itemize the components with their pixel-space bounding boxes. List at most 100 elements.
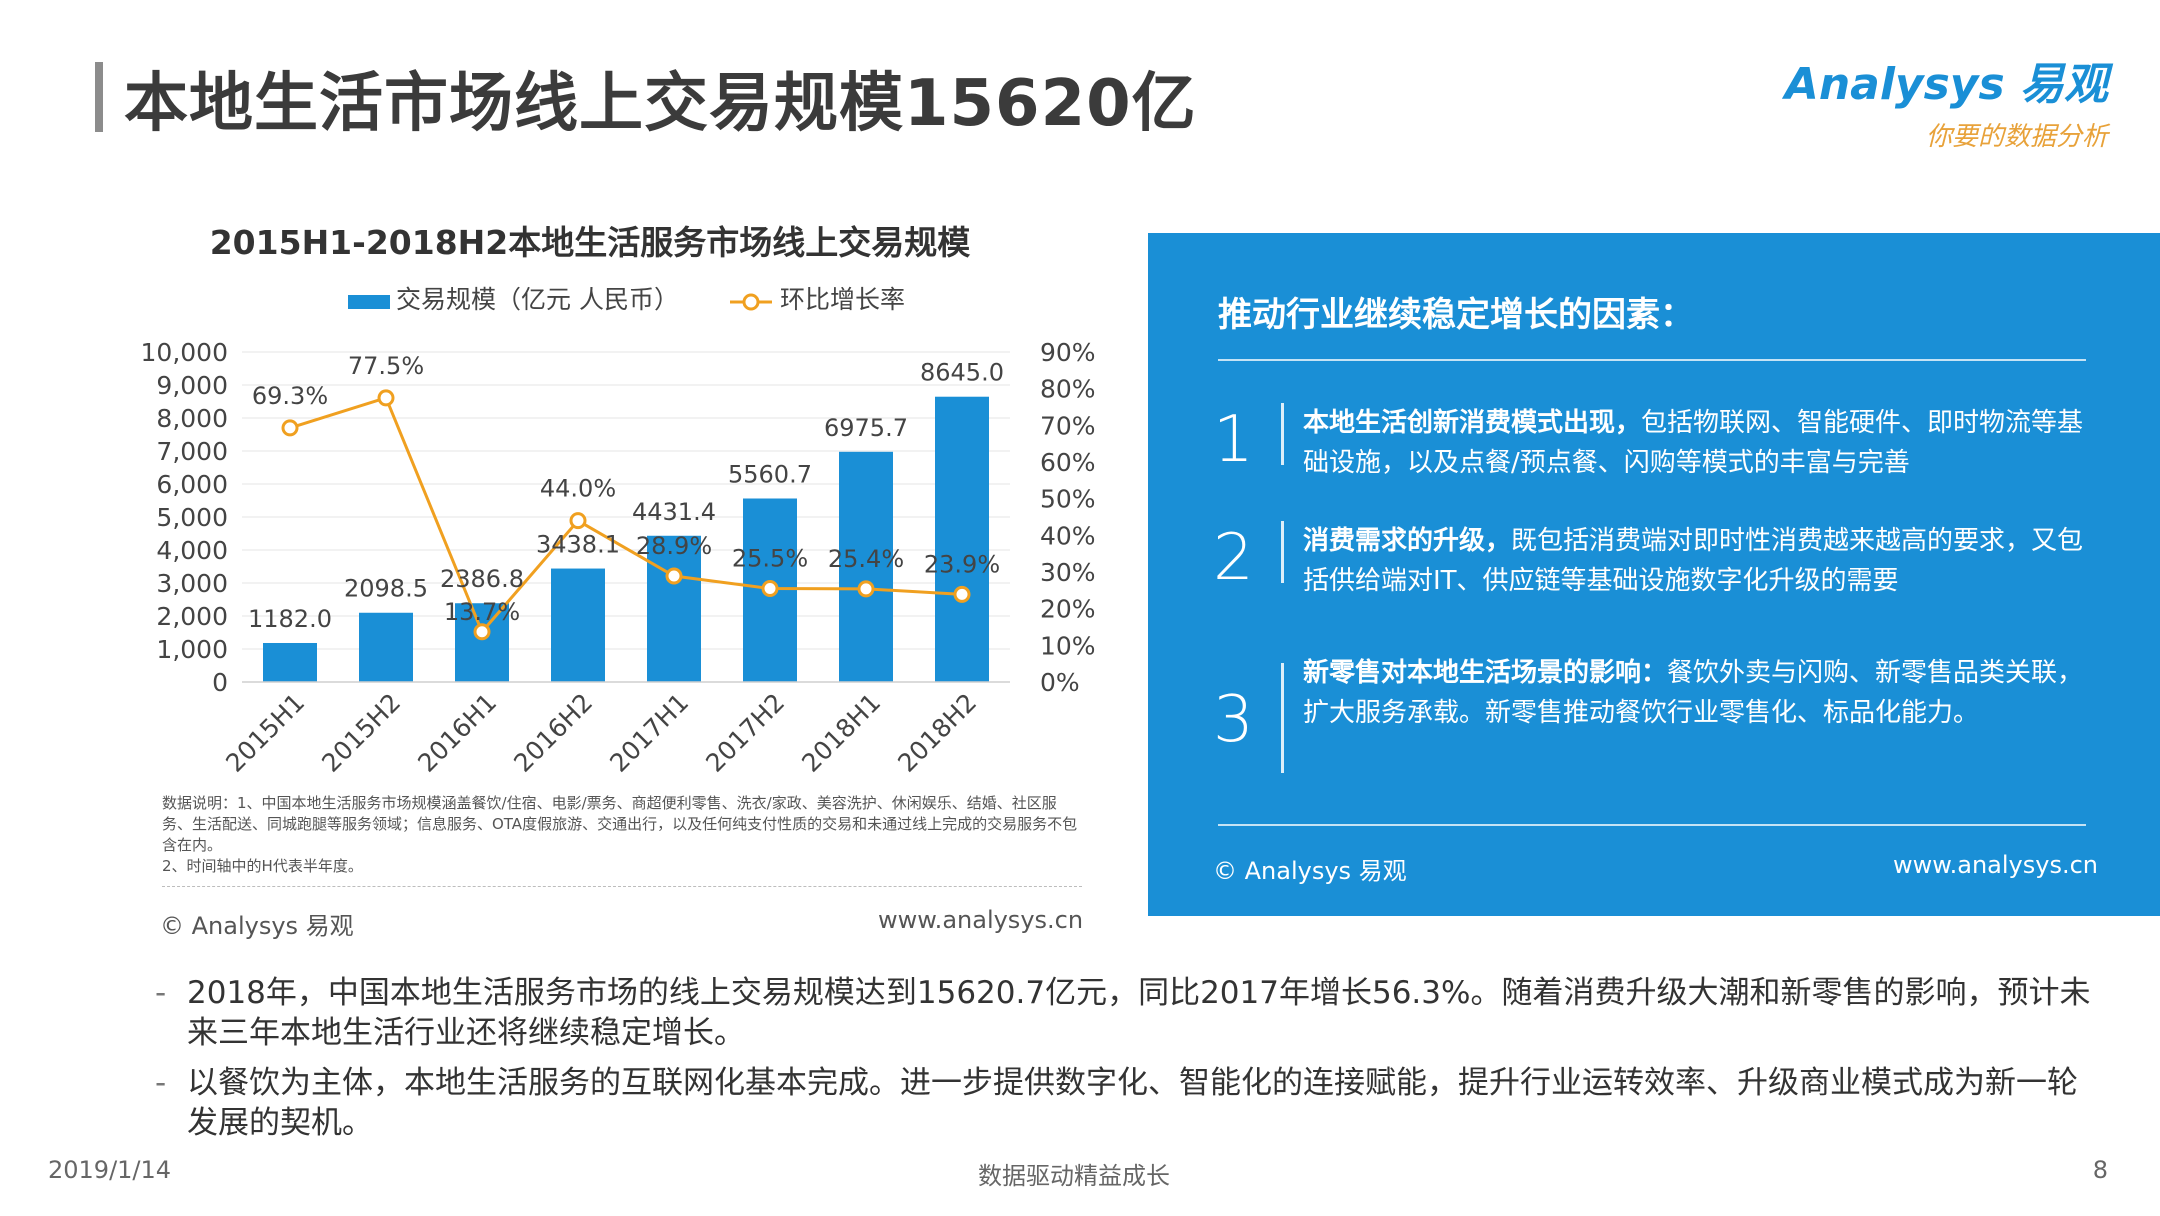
factor-body: 包括物联网、智能硬件、即时物流等基础设施，以及点餐/预点餐、闪购等模式的丰富与完…	[1303, 408, 2084, 478]
line-point	[377, 389, 395, 407]
line-point	[953, 585, 971, 603]
footer-tagline: 数据驱动精益成长	[978, 1162, 1170, 1190]
y-right-tick-label: 10%	[1040, 631, 1096, 660]
growth-rate-line	[289, 395, 963, 635]
factor-number: 1	[1213, 403, 1254, 477]
factor-text: 新零售对本地生活场景的影响：餐饮外卖与闪购、新零售品类关联，扩大服务承载。新零售…	[1303, 653, 2093, 733]
y-left-tick-label: 1,000	[156, 635, 228, 664]
chart-title: 2015H1-2018H2本地生活服务市场线上交易规模	[210, 223, 972, 262]
bar	[263, 642, 317, 682]
y-left-tick-label: 7,000	[156, 437, 228, 466]
line-value-label: 23.9%	[924, 550, 1000, 578]
x-tick-label: 2015H2	[316, 688, 406, 778]
legend-line-label: 环比增长率	[780, 285, 905, 314]
y-right-tick-label: 70%	[1040, 411, 1096, 440]
y-right-tick-label: 30%	[1040, 558, 1096, 587]
panel-divider-bottom	[1218, 824, 2086, 826]
factor-body: 既包括消费端对即时性消费越来越高的要求，又包括供给端对IT、供应链等基础设施数字…	[1303, 526, 2084, 596]
factor-heading: 消费需求的升级，	[1303, 526, 1512, 556]
y-left-tick-label: 10,000	[141, 338, 228, 367]
logo-main-text: Analysys 易观	[1784, 59, 2108, 110]
summary-bullet: 以餐饮为主体，本地生活服务的互联网化基本完成。进一步提供数字化、智能化的连接赋能…	[155, 1063, 2105, 1143]
y-left-tick-label: 9,000	[156, 371, 228, 400]
footer-date: 2019/1/14	[48, 1156, 172, 1184]
factor-number: 3	[1213, 683, 1254, 757]
factor-heading: 新零售对本地生活场景的影响：	[1303, 658, 1668, 688]
factor-text: 消费需求的升级，既包括消费端对即时性消费越来越高的要求，又包括供给端对IT、供应…	[1303, 521, 2093, 601]
panel-source-label: © Analysys 易观	[1213, 857, 1407, 885]
title-accent-bar	[95, 62, 103, 132]
y-left-tick-label: 8,000	[156, 404, 228, 433]
bar-value-label: 6975.7	[824, 414, 908, 442]
panel-source-url: www.analysys.cn	[1892, 851, 2098, 879]
y-left-tick-label: 6,000	[156, 470, 228, 499]
factor-separator	[1281, 521, 1284, 583]
y-right-tick-label: 20%	[1040, 595, 1096, 624]
y-left-tick-label: 3,000	[156, 569, 228, 598]
chart-source-label: © Analysys 易观	[160, 912, 354, 940]
y-right-tick-label: 0%	[1040, 668, 1080, 697]
chart-container: 2015H1-2018H2本地生活服务市场线上交易规模交易规模（亿元 人民币） 环…	[130, 220, 1100, 950]
x-tick-label: 2018H1	[796, 688, 886, 778]
y-right-tick-label: 60%	[1040, 448, 1096, 477]
line-value-label: 44.0%	[540, 475, 616, 503]
x-tick-label: 2015H1	[220, 688, 310, 778]
line-point	[569, 512, 587, 530]
y-left-tick-label: 5,000	[156, 503, 228, 532]
factor-separator	[1281, 663, 1284, 773]
bar	[551, 568, 605, 682]
factor-item: 1 本地生活创新消费模式出现，包括物联网、智能硬件、即时物流等基础设施，以及点餐…	[1213, 403, 2083, 553]
legend-bar-label: 交易规模（亿元 人民币）	[396, 285, 679, 314]
bar	[647, 535, 701, 682]
line-point	[473, 623, 491, 641]
y-right-tick-label: 40%	[1040, 521, 1096, 550]
logo-slogan: 你要的数据分析	[1925, 122, 2108, 152]
bar	[935, 396, 989, 682]
line-value-label: 25.5%	[732, 545, 808, 573]
line-point	[857, 580, 875, 598]
bar-value-label: 3438.1	[536, 531, 620, 559]
factor-item: 3 新零售对本地生活场景的影响：餐饮外卖与闪购、新零售品类关联，扩大服务承载。新…	[1213, 653, 2083, 803]
bar	[455, 603, 509, 682]
factor-number: 2	[1213, 521, 1254, 595]
summary-bullets: 2018年，中国本地生活服务市场的线上交易规模达到15620.7亿元，同比201…	[155, 973, 2105, 1153]
chart-note-1: 数据说明：1、中国本地生活服务市场规模涵盖餐饮/住宿、电影/票务、商超便利零售、…	[162, 794, 1078, 854]
factor-text: 本地生活创新消费模式出现，包括物联网、智能硬件、即时物流等基础设施，以及点餐/预…	[1303, 403, 2093, 483]
factor-heading: 本地生活创新消费模式出现，	[1303, 408, 1642, 438]
bar-value-label: 8645.0	[920, 359, 1004, 387]
y-left-tick-label: 4,000	[156, 536, 228, 565]
legend-bar-swatch	[348, 295, 390, 309]
chart-source-url: www.analysys.cn	[878, 906, 1084, 934]
bar-value-label: 2386.8	[440, 565, 524, 593]
chart-notes: 数据说明：1、中国本地生活服务市场规模涵盖餐饮/住宿、电影/票务、商超便利零售、…	[162, 793, 1082, 877]
bar-value-label: 1182.0	[248, 605, 332, 633]
chart-note-2: 2、时间轴中的H代表半年度。	[162, 857, 363, 875]
page-number: 8	[2092, 1156, 2108, 1184]
line-value-label: 13.7%	[444, 598, 520, 626]
bar	[359, 612, 413, 682]
x-tick-label: 2017H1	[604, 688, 694, 778]
x-tick-label: 2016H1	[412, 688, 502, 778]
legend-line-marker	[742, 293, 760, 311]
y-right-tick-label: 80%	[1040, 375, 1096, 404]
notes-divider	[162, 886, 1082, 887]
y-right-tick-label: 90%	[1040, 338, 1096, 367]
y-right-tick-label: 50%	[1040, 485, 1096, 514]
line-point	[761, 580, 779, 597]
y-left-tick-label: 0	[212, 668, 228, 697]
bar-value-label: 2098.5	[344, 575, 428, 603]
page-title: 本地生活市场线上交易规模15620亿	[124, 67, 1197, 141]
factor-body: 餐饮外卖与闪购、新零售品类关联，扩大服务承载。新零售推动餐饮行业零售化、标品化能…	[1303, 658, 2084, 728]
line-point	[281, 419, 299, 437]
summary-bullet: 2018年，中国本地生活服务市场的线上交易规模达到15620.7亿元，同比201…	[155, 973, 2105, 1053]
panel-title: 推动行业继续稳定增长的因素：	[1218, 295, 1694, 335]
line-value-label: 28.9%	[636, 532, 712, 560]
x-tick-label: 2016H2	[508, 688, 598, 778]
line-value-label: 69.3%	[252, 382, 328, 410]
line-value-label: 77.5%	[348, 352, 424, 380]
growth-factors-panel: 推动行业继续稳定增长的因素： 1 本地生活创新消费模式出现，包括物联网、智能硬件…	[1148, 233, 2160, 916]
line-value-label: 25.4%	[828, 545, 904, 573]
bar-value-label: 4431.4	[632, 498, 716, 526]
line-point	[665, 567, 683, 585]
